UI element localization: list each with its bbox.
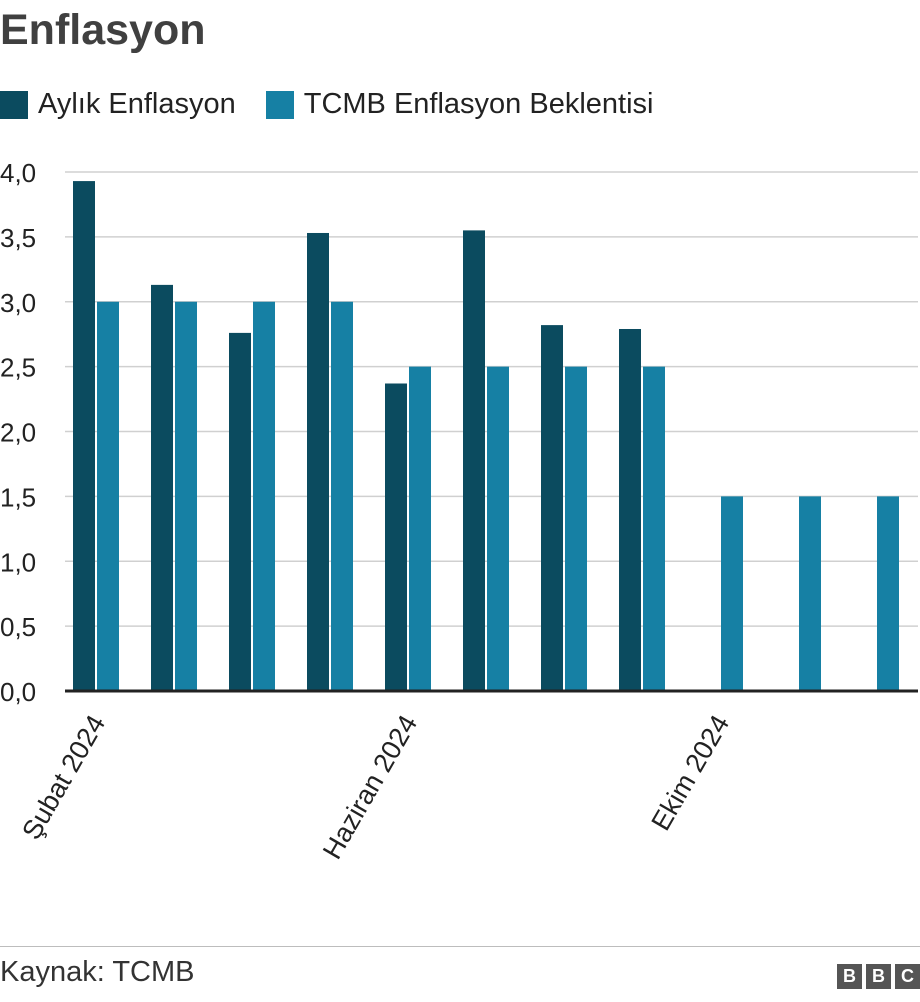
bbc-logo-letter: C (895, 964, 920, 989)
y-tick-label: 1,0 (0, 547, 36, 577)
bar (463, 230, 485, 691)
bar (253, 301, 275, 691)
y-tick-label: 4,0 (0, 158, 36, 188)
bar (307, 232, 329, 692)
legend-item-tcmb-beklenti: TCMB Enflasyon Beklentisi (265, 88, 654, 121)
bar (229, 332, 251, 691)
bbc-logo-letter: B (866, 964, 891, 989)
bbc-logo: B B C (833, 964, 920, 989)
bar-chart: 0,0 0,5 1,0 1,5 2,0 2,5 3,0 3,5 4,0 Şubat 2024 Haz… (0, 158, 918, 864)
bar (643, 366, 665, 691)
x-tick-label: Ekim 2024 (645, 710, 735, 835)
legend-item-aylik-enflasyon: Aylık Enflasyon (0, 88, 236, 121)
y-tick-label: 2,5 (0, 353, 36, 383)
x-tick-label: Şubat 2024 (16, 710, 111, 845)
y-tick-label: 2,0 (0, 418, 36, 448)
bar (487, 366, 509, 691)
y-tick-label: 1,5 (0, 482, 36, 512)
bar (97, 301, 119, 691)
y-tick-label: 3,5 (0, 223, 36, 253)
bar (385, 383, 407, 691)
bar (151, 284, 173, 691)
legend-swatch-tcmb-beklenti (265, 90, 294, 119)
y-tick-label: 3,0 (0, 288, 36, 318)
bar (721, 496, 743, 691)
source-note: Kaynak: TCMB (0, 956, 195, 988)
legend-swatch-aylik-enflasyon (0, 90, 28, 119)
legend-label-tcmb-beklenti: TCMB Enflasyon Beklentisi (303, 88, 654, 120)
bar (331, 301, 353, 691)
bar (565, 366, 587, 691)
footer-divider (0, 946, 920, 947)
chart-title: Enflasyon (0, 6, 206, 54)
bar (877, 496, 899, 691)
bar (73, 181, 95, 691)
y-tick-label: 0,5 (0, 612, 36, 642)
y-tick-label: 0,0 (0, 677, 36, 707)
bar (799, 496, 821, 691)
legend: Aylık Enflasyon TCMB Enflasyon Beklentis… (0, 88, 683, 121)
bar (175, 301, 197, 691)
bar (409, 366, 431, 691)
bar (619, 328, 641, 691)
legend-label-aylik-enflasyon: Aylık Enflasyon (38, 88, 236, 120)
bbc-logo-letter: B (837, 964, 862, 989)
x-tick-label: Haziran 2024 (317, 710, 423, 864)
bar (541, 325, 563, 691)
